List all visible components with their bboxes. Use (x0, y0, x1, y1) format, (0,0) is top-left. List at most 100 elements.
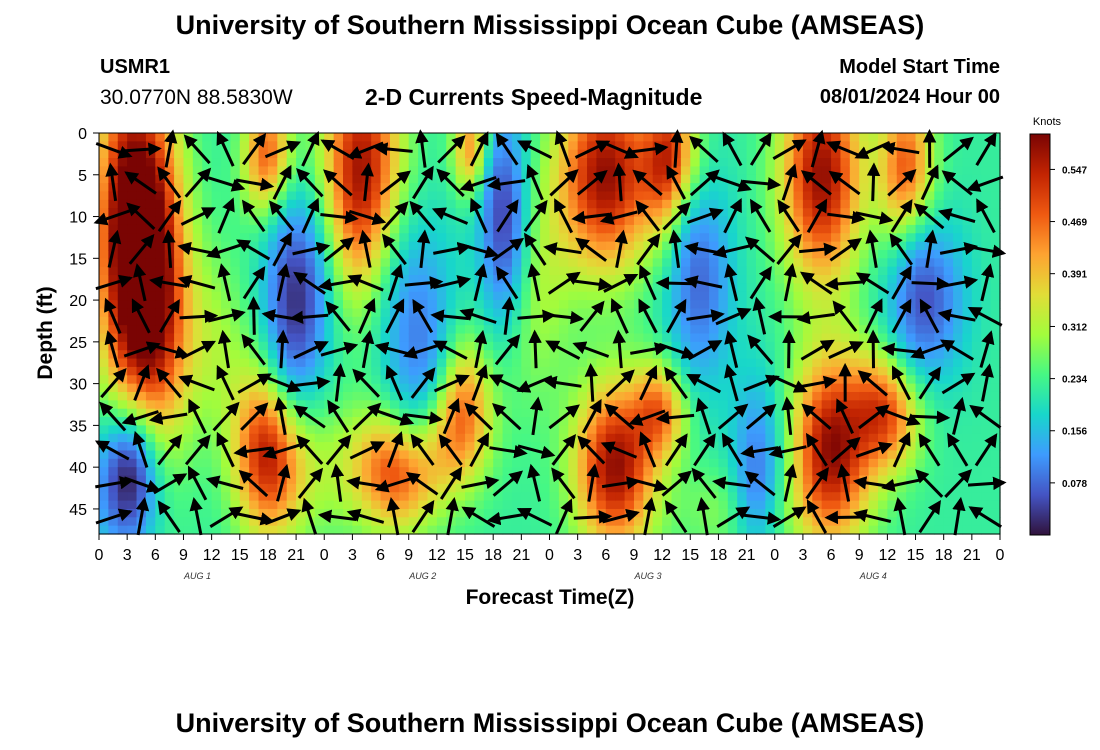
heatmap-cell (587, 316, 598, 326)
heatmap-cell (465, 358, 476, 368)
heatmap-cell (164, 425, 175, 435)
heatmap-cell (718, 325, 729, 335)
heatmap-cell (286, 283, 297, 293)
current-vector-arrow (461, 475, 500, 490)
heatmap-cell (99, 208, 109, 218)
heatmap-cell (962, 358, 973, 368)
heatmap-cell (192, 275, 203, 284)
heatmap-cell (164, 525, 175, 535)
heatmap-cell (924, 283, 935, 293)
heatmap-cell (427, 300, 438, 310)
heatmap-cell (868, 517, 879, 527)
heatmap-cell (333, 266, 344, 276)
heatmap-cell (333, 341, 344, 351)
heatmap-cell (296, 241, 307, 251)
heatmap-cell (511, 391, 522, 401)
heatmap-cell (615, 492, 626, 502)
heatmap-cell (577, 383, 588, 393)
heatmap-cell (155, 249, 166, 259)
heatmap-cell (361, 450, 372, 460)
heatmap-cell (267, 233, 278, 243)
heatmap-cell (877, 291, 888, 301)
heatmap-cell (718, 308, 729, 318)
heatmap-cell (962, 450, 973, 460)
heatmap-cell (896, 475, 907, 485)
heatmap-cell (953, 366, 964, 376)
current-vector-arrow (721, 432, 744, 467)
heatmap-cell (145, 300, 156, 310)
heatmap-cell (117, 308, 128, 318)
heatmap-cell (221, 224, 231, 234)
heatmap-cell (127, 375, 138, 385)
heatmap-cell (455, 233, 466, 243)
heatmap-cell (774, 241, 785, 251)
heatmap-cell (577, 467, 588, 477)
current-vector-arrow (296, 434, 324, 465)
heatmap-cell (643, 383, 654, 393)
current-vector-arrow (772, 139, 807, 160)
heatmap-cell (136, 291, 147, 301)
heatmap-cell (793, 375, 804, 385)
heatmap-cell (868, 141, 879, 151)
heatmap-cell (371, 508, 382, 518)
heatmap-cell (643, 133, 654, 142)
current-vector-arrow (360, 162, 374, 202)
heatmap-cell (174, 258, 185, 268)
heatmap-cell (221, 500, 231, 510)
heatmap-cell (511, 224, 522, 234)
heatmap-cell (296, 199, 307, 209)
heatmap-cell (493, 391, 504, 401)
heatmap-cell (784, 249, 795, 259)
heatmap-cell (296, 400, 307, 410)
heatmap-cell (605, 383, 616, 393)
heatmap-cell (389, 258, 400, 268)
heatmap-cell (502, 391, 513, 401)
heatmap-cell (568, 224, 579, 234)
current-vector-arrow (749, 266, 772, 300)
heatmap-cell (812, 233, 823, 243)
heatmap-cell (530, 383, 541, 393)
heatmap-cell (436, 325, 447, 335)
heatmap-cell (633, 241, 644, 251)
heatmap-cell (765, 417, 776, 426)
heatmap-cell (558, 191, 569, 201)
current-vector-arrow (496, 266, 519, 300)
heatmap-cell (558, 425, 569, 435)
heatmap-cell (981, 467, 992, 477)
heatmap-cell (877, 266, 888, 276)
heatmap-cell (427, 475, 438, 485)
heatmap-cell (774, 408, 785, 418)
heatmap-cell (267, 141, 278, 151)
heatmap-cell (587, 149, 598, 159)
heatmap-cell (840, 141, 851, 151)
heatmap-cell (718, 500, 729, 510)
heatmap-cell (99, 133, 109, 142)
heatmap-cell (108, 458, 119, 468)
heatmap-cell (812, 358, 823, 368)
heatmap-cell (924, 208, 935, 218)
heatmap-cell (418, 383, 429, 393)
heatmap-cell (314, 149, 325, 159)
heatmap-cell (286, 433, 297, 443)
heatmap-cell (352, 408, 363, 418)
heatmap-cell (596, 333, 607, 343)
current-vector-arrow (131, 298, 151, 334)
heatmap-cell (699, 258, 710, 268)
heatmap-cell (483, 233, 494, 243)
heatmap-cell (859, 133, 870, 142)
heatmap-cell (483, 483, 494, 493)
heatmap-cell (221, 241, 231, 251)
heatmap-cell (436, 458, 447, 468)
heatmap-cell (727, 233, 738, 243)
heatmap-cell (831, 475, 842, 485)
heatmap-cell (971, 400, 982, 410)
heatmap-cell (971, 233, 982, 243)
heatmap-cell (427, 425, 438, 435)
heatmap-cell (596, 133, 607, 142)
heatmap-cell (343, 141, 354, 151)
heatmap-cell (343, 183, 354, 193)
heatmap-cell (521, 366, 532, 376)
heatmap-cell (296, 224, 307, 234)
heatmap-cell (755, 433, 766, 443)
heatmap-cell (877, 308, 888, 318)
